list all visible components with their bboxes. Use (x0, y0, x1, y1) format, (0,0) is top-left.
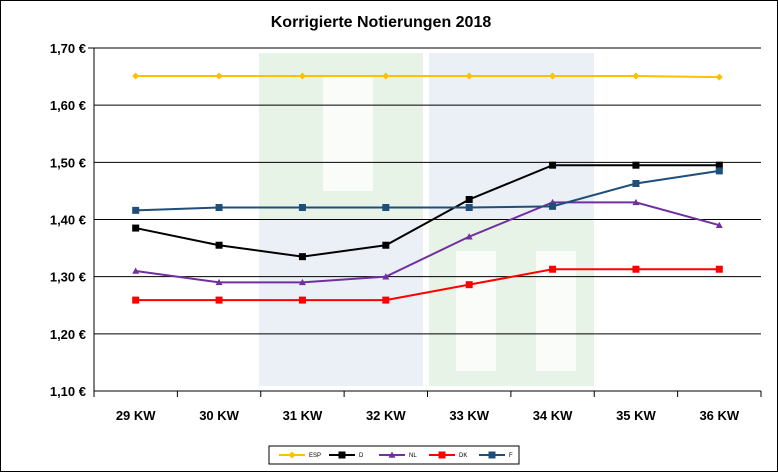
data-point (715, 73, 723, 81)
data-point (298, 278, 306, 286)
data-point (382, 203, 390, 211)
data-point (715, 161, 723, 169)
series-line-dk (135, 268, 720, 302)
data-point (298, 72, 306, 80)
series-line-nl (135, 201, 720, 284)
x-tick-label: 32 KW (366, 408, 406, 423)
data-point (382, 296, 390, 304)
legend: ESP D NL DK F (268, 445, 520, 465)
data-point (215, 278, 223, 286)
y-axis-tick-labels: 1,10 € 1,20 € 1,30 € 1,40 € 1,50 € 1,60 € 1,70… (50, 41, 86, 399)
data-point (465, 195, 473, 203)
data-point (632, 265, 640, 273)
data-point (382, 273, 390, 280)
series-group (132, 72, 723, 304)
legend-item: NL (379, 451, 417, 459)
y-tick-label: 1,10 € (50, 384, 86, 399)
data-point (465, 72, 473, 80)
data-point (549, 161, 557, 169)
data-point (549, 72, 557, 80)
series-dk (132, 265, 723, 304)
gridlines (94, 47, 761, 392)
data-point (465, 203, 473, 211)
legend-marker (438, 451, 446, 459)
series-nl (132, 198, 723, 286)
data-point (549, 265, 557, 273)
series-line-f (135, 169, 720, 212)
series-line-d (135, 164, 720, 258)
data-point (465, 233, 473, 240)
x-tick-label: 35 KW (616, 408, 656, 423)
data-point (215, 203, 223, 211)
legend-item: DK (429, 451, 467, 459)
legend-marker (288, 451, 296, 459)
data-point (132, 206, 140, 214)
x-tick-label: 36 KW (699, 408, 739, 423)
chart-title: Korrigierte Notierungen 2018 (271, 14, 492, 31)
data-point (132, 267, 140, 274)
legend-label: DK (459, 453, 467, 459)
axes (88, 47, 762, 397)
x-tick-label: 31 KW (283, 408, 323, 423)
series-f (132, 167, 723, 214)
data-point (632, 72, 640, 80)
data-point (298, 296, 306, 304)
y-tick-label: 1,70 € (50, 41, 86, 56)
series-esp (132, 72, 723, 81)
legend-label: NL (409, 453, 417, 459)
series-d (132, 161, 723, 261)
data-point (715, 221, 723, 229)
legend-marker (488, 451, 496, 459)
y-tick-label: 1,50 € (50, 155, 86, 170)
y-tick-label: 1,60 € (50, 98, 86, 113)
data-point (132, 72, 140, 80)
legend-marker (338, 451, 346, 459)
y-tick-label: 1,20 € (50, 327, 86, 342)
data-point (632, 179, 640, 187)
x-tick-label: 30 KW (199, 408, 239, 423)
data-point (465, 281, 473, 289)
legend-item: ESP (279, 451, 321, 459)
data-point (715, 265, 723, 273)
data-point (132, 296, 140, 304)
legend-label: D (359, 453, 364, 459)
y-tick-label: 1,30 € (50, 270, 86, 285)
data-point (382, 241, 390, 249)
x-tick-label: 29 KW (116, 408, 156, 423)
series-line-esp (135, 75, 720, 79)
data-point (715, 167, 723, 175)
data-point (132, 224, 140, 232)
data-point (632, 198, 640, 206)
data-point (215, 296, 223, 304)
legend-item: D (329, 451, 364, 459)
legend-label: F (509, 453, 513, 459)
data-point (382, 72, 390, 80)
legend-item: F (479, 451, 513, 459)
data-point (632, 161, 640, 169)
y-tick-label: 1,40 € (50, 213, 86, 228)
data-point (549, 202, 557, 210)
data-point (215, 241, 223, 249)
x-tick-label: 33 KW (449, 408, 489, 423)
data-point (298, 203, 306, 211)
legend-marker (388, 451, 396, 458)
data-point (215, 72, 223, 80)
x-axis-tick-labels: 29 KW 30 KW 31 KW 32 KW 33 KW 34 KW 35 KW 36 KW (116, 408, 740, 423)
x-tick-label: 34 KW (533, 408, 573, 423)
data-point (298, 253, 306, 261)
legend-label: ESP (309, 453, 321, 459)
